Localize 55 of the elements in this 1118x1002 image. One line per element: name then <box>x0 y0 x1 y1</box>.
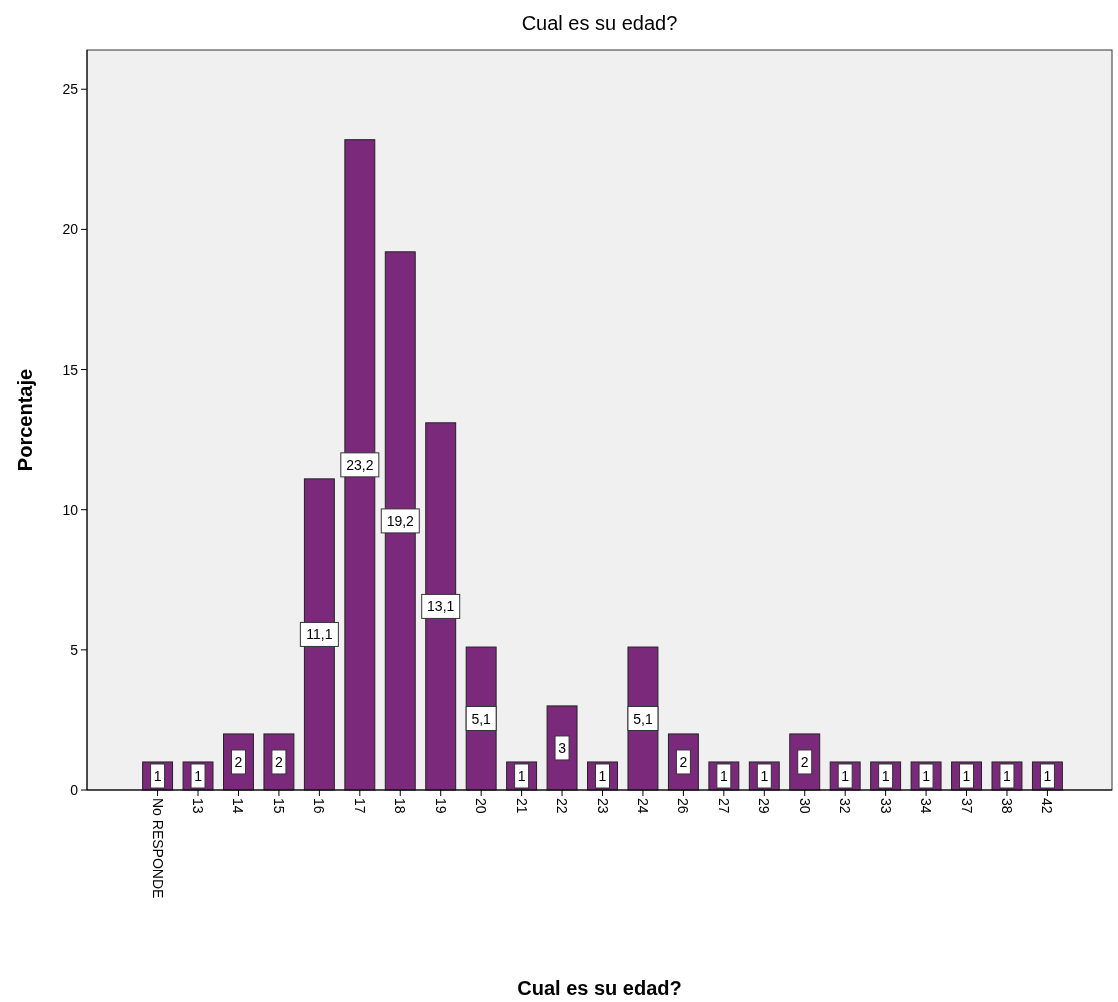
data-label: 19,2 <box>386 512 415 529</box>
data-label: 2 <box>275 753 284 770</box>
data-label: 23,2 <box>346 456 374 473</box>
x-tick-label: 27 <box>715 798 732 814</box>
data-label: 1 <box>719 767 728 784</box>
x-tick-label: 19 <box>432 798 449 814</box>
x-tick-label: No RESPONDE <box>149 798 166 899</box>
x-tick-label: 30 <box>796 798 813 814</box>
x-tick-label: 23 <box>594 798 611 814</box>
x-tick-label: 18 <box>392 798 409 814</box>
data-label: 1 <box>1043 767 1052 784</box>
x-tick-label: 29 <box>756 798 773 814</box>
x-tick-label: 22 <box>554 798 571 814</box>
y-tick-label: 25 <box>62 81 79 98</box>
data-label: 1 <box>962 767 971 784</box>
y-tick-label: 10 <box>62 501 79 518</box>
x-tick-label: 32 <box>837 798 854 814</box>
x-tick-label: 13 <box>190 798 207 814</box>
x-tick-label: 21 <box>513 798 530 814</box>
x-tick-label: 42 <box>1039 798 1056 814</box>
data-label: 1 <box>760 767 769 784</box>
data-label: 1 <box>922 767 931 784</box>
y-axis-title: Porcentaje <box>14 368 36 472</box>
data-label: 2 <box>234 753 243 770</box>
data-label: 2 <box>800 753 809 770</box>
data-label: 13,1 <box>427 598 455 615</box>
x-tick-label: 14 <box>230 798 247 814</box>
x-tick-label: 24 <box>634 798 651 814</box>
data-label: 1 <box>841 767 850 784</box>
x-tick-label: 15 <box>270 798 287 814</box>
data-label: 1 <box>598 767 607 784</box>
x-tick-label: 16 <box>311 798 328 814</box>
data-label: 1 <box>881 767 890 784</box>
data-label: 1 <box>194 767 203 784</box>
data-label: 3 <box>558 739 567 756</box>
y-tick-label: 20 <box>62 221 79 238</box>
data-label: 1 <box>517 767 526 784</box>
data-label: 1 <box>153 767 162 784</box>
x-tick-label: 26 <box>675 798 692 814</box>
data-label: 2 <box>679 753 688 770</box>
y-tick-label: 15 <box>62 361 79 378</box>
y-tick-label: 0 <box>70 782 79 798</box>
x-tick-label: 17 <box>351 798 368 814</box>
chart-title: Cual es su edad? <box>521 12 678 34</box>
data-label: 1 <box>1003 767 1012 784</box>
x-tick-label: 37 <box>958 798 975 814</box>
x-axis-title: Cual es su edad? <box>517 977 682 999</box>
x-tick-label: 33 <box>877 798 894 814</box>
data-label: 5,1 <box>471 710 492 727</box>
x-tick-label: 34 <box>918 798 935 814</box>
data-label: 5,1 <box>633 710 653 727</box>
x-tick-label: 38 <box>998 798 1015 814</box>
x-tick-label: 20 <box>473 798 490 814</box>
data-label: 11,1 <box>306 626 333 643</box>
y-tick-label: 5 <box>70 641 79 658</box>
